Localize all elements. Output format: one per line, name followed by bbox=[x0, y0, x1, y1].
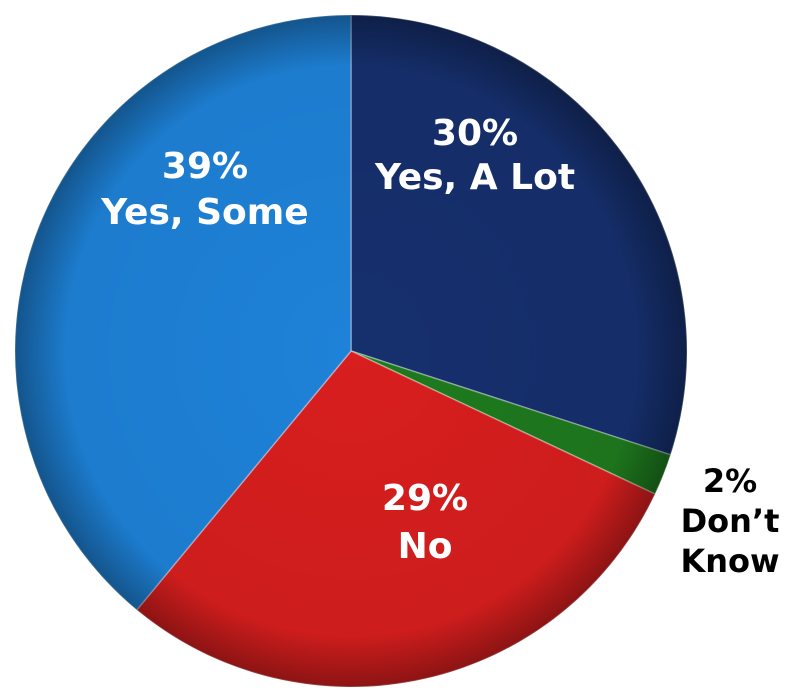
pie-labels: 30% Yes, A Lot 2% Don’t Know 29% No 39% Yes, Som… bbox=[100, 113, 779, 580]
slice-name-label: Yes, A Lot bbox=[374, 157, 575, 198]
slice-label-no: 29% No bbox=[382, 478, 468, 567]
slice-label-yes-a-lot: 30% Yes, A Lot bbox=[374, 113, 575, 198]
slice-label-don-t-know: 2% Don’t Know bbox=[680, 462, 779, 580]
slice-name-label: Know bbox=[680, 542, 779, 580]
slice-name-label: Don’t bbox=[681, 502, 780, 540]
slice-name-label: Yes, Some bbox=[100, 192, 308, 233]
slice-percent-label: 2% bbox=[703, 462, 757, 500]
slice-percent-label: 30% bbox=[432, 113, 518, 154]
slice-percent-label: 29% bbox=[382, 478, 468, 519]
slice-name-label: No bbox=[398, 526, 453, 567]
slice-label-yes-some: 39% Yes, Some bbox=[100, 146, 308, 233]
slice-percent-label: 39% bbox=[162, 146, 248, 187]
pie-slices bbox=[14, 14, 688, 688]
